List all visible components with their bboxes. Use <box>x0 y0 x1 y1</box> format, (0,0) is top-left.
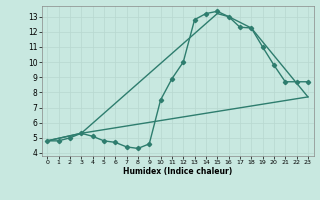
X-axis label: Humidex (Indice chaleur): Humidex (Indice chaleur) <box>123 167 232 176</box>
